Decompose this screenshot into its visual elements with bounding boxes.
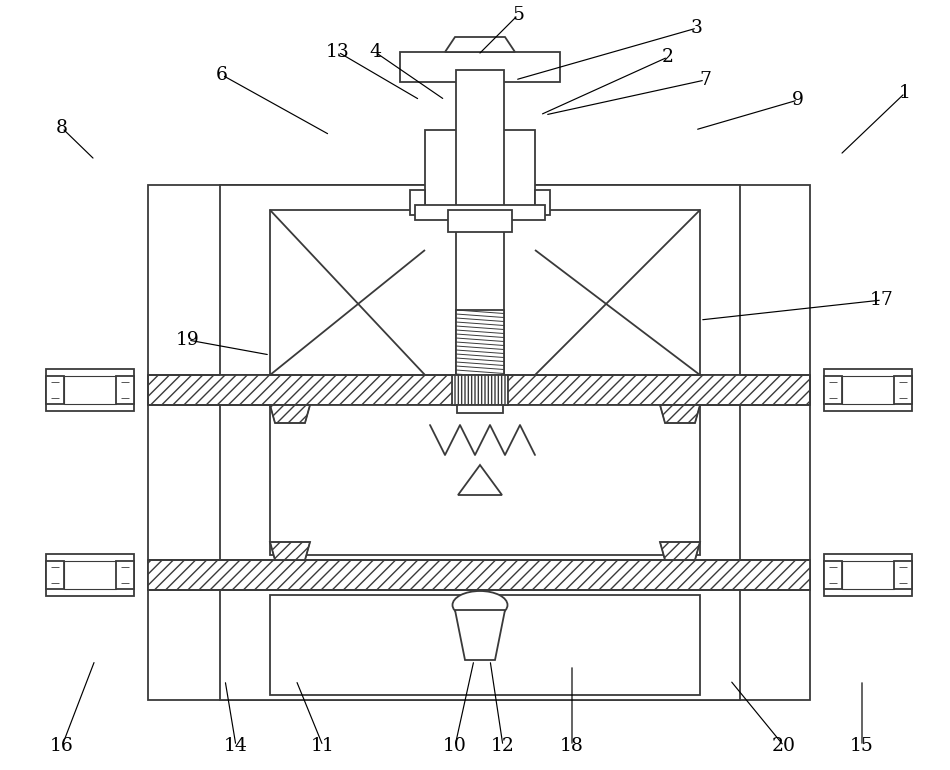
Bar [464,82,496,130]
Bar [448,210,512,232]
Bar [148,185,810,700]
Bar [270,210,700,375]
Text: 15: 15 [850,737,874,755]
Polygon shape [455,610,505,660]
Bar [46,369,134,411]
Bar [148,560,810,590]
Bar [64,561,116,589]
Bar [456,70,504,380]
Text: 11: 11 [312,737,334,755]
Bar [452,375,508,405]
Bar [894,376,912,404]
Bar [894,561,912,589]
Text: 9: 9 [792,91,804,109]
Bar [116,561,134,589]
Text: 8: 8 [56,119,68,137]
Text: 2: 2 [662,48,674,66]
Polygon shape [458,465,502,495]
Polygon shape [445,37,515,52]
Bar [842,561,894,589]
Text: 18: 18 [560,737,584,755]
Polygon shape [270,405,310,423]
Bar [270,595,700,695]
Polygon shape [660,405,700,423]
Text: 16: 16 [50,737,74,755]
Text: 14: 14 [224,737,248,755]
Bar [824,376,842,404]
Text: 13: 13 [326,43,350,61]
Bar [46,561,64,589]
Text: 19: 19 [176,331,200,349]
Bar [220,185,740,375]
Text: 17: 17 [870,291,894,309]
Bar [425,130,535,210]
Polygon shape [270,542,310,560]
Text: 4: 4 [369,43,381,61]
Bar [535,190,550,215]
Bar [842,376,894,404]
Text: 10: 10 [443,737,467,755]
Bar [410,190,425,215]
Text: 1: 1 [899,84,911,102]
Bar [270,405,700,555]
Bar [64,376,116,404]
Bar [46,554,134,596]
Bar [824,554,912,596]
Bar [842,376,894,404]
Bar [148,375,810,405]
Text: 12: 12 [491,737,515,755]
Bar [116,376,134,404]
Bar [456,310,504,375]
Bar [64,561,116,589]
Bar [46,376,64,404]
Bar [457,405,503,413]
Text: 7: 7 [699,71,711,89]
Bar [148,560,810,590]
Polygon shape [660,542,700,560]
Bar [64,376,116,404]
Bar [842,561,894,589]
Text: 20: 20 [772,737,796,755]
Bar [148,375,810,405]
Text: 6: 6 [216,66,228,84]
Bar [415,205,545,220]
Bar [824,369,912,411]
Ellipse shape [452,591,507,619]
Text: 5: 5 [512,6,524,24]
Text: 3: 3 [691,19,703,37]
Bar [220,405,740,560]
Bar [456,310,504,375]
Bar [824,561,842,589]
Bar [400,52,560,82]
Bar [220,590,740,700]
